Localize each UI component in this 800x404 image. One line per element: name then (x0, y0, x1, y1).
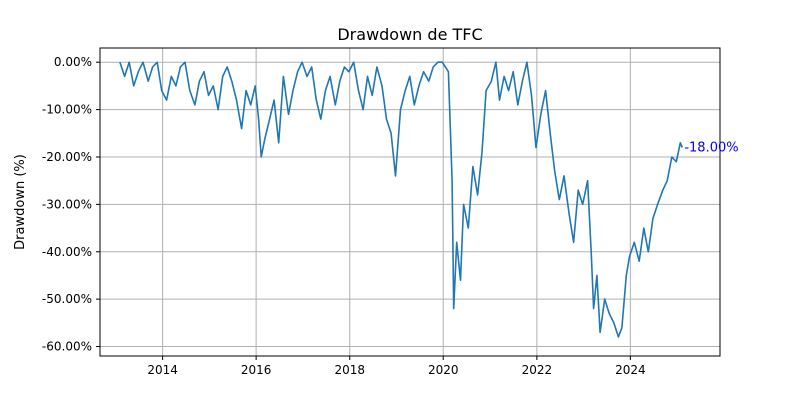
y-tick-label: -40.00% (42, 245, 92, 259)
x-tick-label: 2022 (522, 363, 553, 377)
y-tick-label: -30.00% (42, 197, 92, 211)
annotation-layer: -18.00% (684, 141, 738, 156)
y-axis-label: Drawdown (%) (13, 154, 28, 250)
x-tick-label: 2020 (428, 363, 459, 377)
y-tick-label: 0.00% (54, 55, 92, 69)
chart-title: Drawdown de TFC (337, 25, 482, 44)
plot-frame (99, 47, 721, 357)
x-tick-label: 2016 (241, 363, 272, 377)
x-tick-label: 2024 (615, 363, 646, 377)
x-tick-label: 2018 (334, 363, 365, 377)
grid-layer (100, 48, 720, 356)
tick-layer: 2014 2016 2018 2020 2022 2024 0.00% -10.00% -20.… (42, 55, 646, 377)
y-tick-label: -50.00% (42, 292, 92, 306)
series-line (119, 61, 684, 338)
y-tick-label: -10.00% (42, 103, 92, 117)
last-value-annotation: -18.00% (684, 141, 738, 156)
series-layer (119, 61, 684, 338)
y-tick-label: -60.00% (42, 340, 92, 354)
y-tick-label: -20.00% (42, 150, 92, 164)
x-tick-label: 2014 (147, 363, 178, 377)
